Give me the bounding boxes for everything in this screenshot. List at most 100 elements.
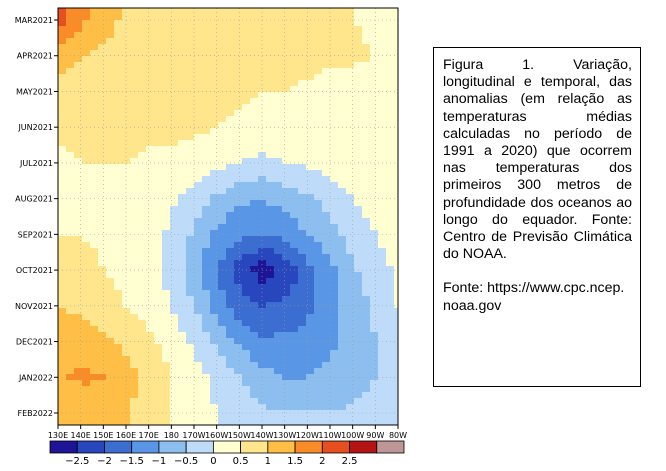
anomaly-cell: [146, 296, 155, 303]
anomaly-cell: [138, 146, 147, 153]
anomaly-cell: [74, 146, 83, 153]
anomaly-cell: [226, 74, 235, 81]
anomaly-cell: [282, 218, 291, 225]
anomaly-cell: [306, 194, 315, 201]
anomaly-cell: [386, 164, 395, 171]
anomaly-cell: [138, 218, 147, 225]
anomaly-cell: [266, 14, 275, 21]
anomaly-cell: [290, 320, 299, 327]
anomaly-cell: [66, 206, 75, 213]
anomaly-cell: [330, 344, 339, 351]
anomaly-cell: [338, 344, 347, 351]
anomaly-cell: [322, 380, 331, 387]
anomaly-cell: [226, 350, 235, 357]
anomaly-cell: [322, 32, 331, 39]
anomaly-cell: [162, 314, 171, 321]
anomaly-cell: [298, 44, 307, 51]
anomaly-cell: [82, 158, 91, 165]
anomaly-cell: [242, 128, 251, 135]
anomaly-cell: [322, 122, 331, 129]
anomaly-cell: [322, 260, 331, 267]
anomaly-cell: [290, 284, 299, 291]
anomaly-cell: [106, 20, 115, 27]
anomaly-cell: [194, 236, 203, 243]
anomaly-cell: [322, 224, 331, 231]
anomaly-cell: [98, 26, 107, 33]
anomaly-cell: [346, 8, 355, 15]
anomaly-cell: [178, 188, 187, 195]
anomaly-cell: [194, 248, 203, 255]
anomaly-cell: [258, 218, 267, 225]
anomaly-cell: [226, 218, 235, 225]
anomaly-cell: [186, 398, 195, 405]
anomaly-cell: [346, 272, 355, 279]
anomaly-cell: [338, 56, 347, 63]
anomaly-cell: [210, 266, 219, 273]
anomaly-cell: [258, 164, 267, 171]
anomaly-cell: [186, 134, 195, 141]
anomaly-cell: [354, 278, 363, 285]
anomaly-cell: [106, 134, 115, 141]
anomaly-cell: [98, 98, 107, 105]
anomaly-cell: [186, 290, 195, 297]
anomaly-cell: [154, 20, 163, 27]
anomaly-cell: [386, 398, 395, 405]
anomaly-cell: [162, 356, 171, 363]
anomaly-cell: [266, 128, 275, 135]
anomaly-cell: [250, 302, 259, 309]
anomaly-cell: [306, 68, 315, 75]
anomaly-cell: [330, 68, 339, 75]
anomaly-cell: [114, 320, 123, 327]
anomaly-cell: [346, 182, 355, 189]
anomaly-cell: [354, 416, 363, 423]
anomaly-cell: [250, 236, 259, 243]
anomaly-cell: [130, 248, 139, 255]
anomaly-cell: [186, 236, 195, 243]
anomaly-cell: [370, 32, 379, 39]
anomaly-cell: [290, 230, 299, 237]
anomaly-cell: [154, 44, 163, 51]
anomaly-cell: [314, 398, 323, 405]
anomaly-cell: [138, 236, 147, 243]
anomaly-cell: [194, 86, 203, 93]
anomaly-cell: [354, 164, 363, 171]
anomaly-cell: [362, 248, 371, 255]
anomaly-cell: [330, 50, 339, 57]
anomaly-cell: [178, 206, 187, 213]
anomaly-cell: [138, 290, 147, 297]
anomaly-cell: [210, 224, 219, 231]
anomaly-cell: [234, 86, 243, 93]
anomaly-cell: [338, 290, 347, 297]
anomaly-cell: [218, 26, 227, 33]
anomaly-cell: [66, 230, 75, 237]
anomaly-cell: [90, 368, 99, 375]
anomaly-cell: [98, 116, 107, 123]
anomaly-cell: [314, 128, 323, 135]
anomaly-cell: [274, 158, 283, 165]
anomaly-cell: [314, 278, 323, 285]
anomaly-cell: [162, 116, 171, 123]
anomaly-cell: [322, 182, 331, 189]
anomaly-cell: [386, 8, 395, 15]
anomaly-cell: [354, 44, 363, 51]
anomaly-cell: [322, 74, 331, 81]
anomaly-cell: [138, 20, 147, 27]
anomaly-cell: [394, 374, 398, 381]
anomaly-cell: [258, 200, 267, 207]
anomaly-cell: [66, 50, 75, 57]
anomaly-cell: [234, 326, 243, 333]
anomaly-cell: [162, 278, 171, 285]
anomaly-cell: [330, 116, 339, 123]
anomaly-cell: [202, 236, 211, 243]
anomaly-cell: [386, 404, 395, 411]
anomaly-cell: [338, 68, 347, 75]
anomaly-cell: [218, 380, 227, 387]
anomaly-cell: [130, 344, 139, 351]
anomaly-cell: [298, 50, 307, 57]
anomaly-cell: [266, 134, 275, 141]
anomaly-cell: [82, 110, 91, 117]
anomaly-cell: [226, 236, 235, 243]
anomaly-cell: [346, 350, 355, 357]
anomaly-cell: [154, 158, 163, 165]
anomaly-cell: [330, 314, 339, 321]
